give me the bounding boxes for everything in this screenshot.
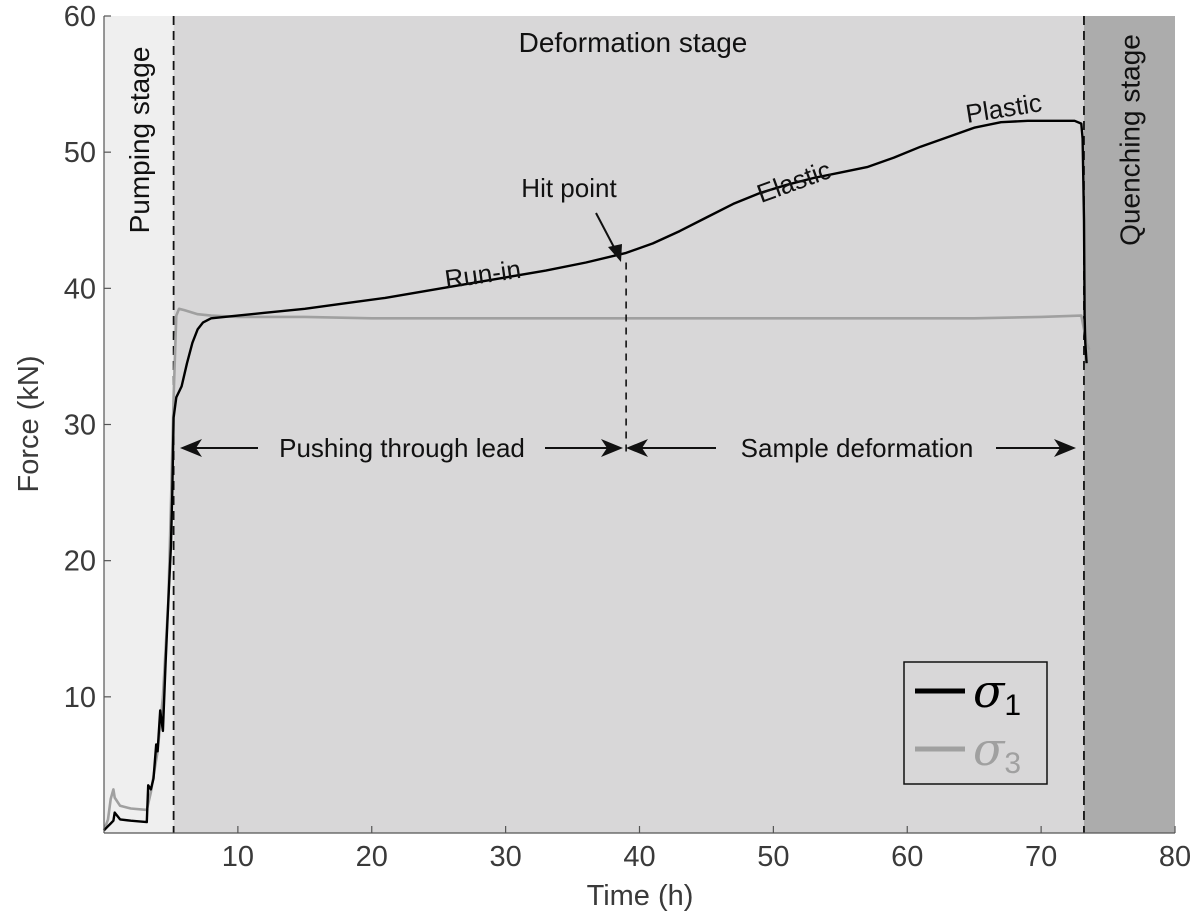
x-tick-label: 40 [623, 841, 655, 873]
pushing-arrow-right-head [601, 439, 623, 457]
legend: σ1 σ3 [903, 661, 1048, 785]
series-line-sigma3 [102, 307, 1091, 831]
y-tick-label: 50 [64, 137, 96, 169]
x-tick-label: 10 [222, 841, 254, 873]
x-axis-title: Time (h) [587, 880, 694, 912]
legend-label-sigma1: σ1 [973, 664, 1021, 722]
y-axis-title: Force (kN) [13, 356, 45, 493]
x-tick-label: 70 [1025, 841, 1057, 873]
series-lines [102, 119, 1091, 832]
stage-bg-quenching-stage [1083, 16, 1175, 833]
annotation-pushing-through-lead: Pushing through lead [279, 433, 525, 463]
annotation-sample-deformation: Sample deformation [741, 433, 974, 463]
x-tick-label: 20 [356, 841, 388, 873]
y-tick-label: 10 [64, 682, 96, 714]
legend-box [903, 661, 1048, 785]
stage-label-pumping-stage: Pumping stage [124, 47, 155, 234]
x-tick-label: 30 [489, 841, 521, 873]
stage-label-deformation-stage: Deformation stage [519, 27, 748, 58]
y-tick-label: 40 [64, 273, 96, 305]
pushing-arrow-left-head [180, 439, 202, 457]
hit-point-arrowhead [608, 244, 622, 262]
y-tick-label: 60 [64, 1, 96, 33]
legend-label-sigma3: σ3 [973, 722, 1021, 780]
sample-arrow-left-head [626, 439, 648, 457]
x-tick-label: 80 [1159, 841, 1191, 873]
series-line-sigma1 [103, 119, 1088, 832]
stage-label-quenching-stage: Quenching stage [1115, 34, 1146, 246]
y-tick-label: 30 [64, 410, 96, 442]
y-tick-label: 20 [64, 546, 96, 578]
tick-labels: 10 20 30 40 50 60 70 80 10 20 30 40 50 60 [64, 1, 1191, 873]
sample-arrow-right-head [1054, 439, 1076, 457]
stage-labels: Pumping stage Deformation stage Quenching … [124, 27, 1146, 246]
x-tick-label: 60 [891, 841, 923, 873]
annotation-hit-point: Hit point [521, 173, 617, 203]
x-tick-label: 50 [757, 841, 789, 873]
annotations: Hit point Run-in Elastic Plastic Pushing… [180, 87, 1076, 463]
